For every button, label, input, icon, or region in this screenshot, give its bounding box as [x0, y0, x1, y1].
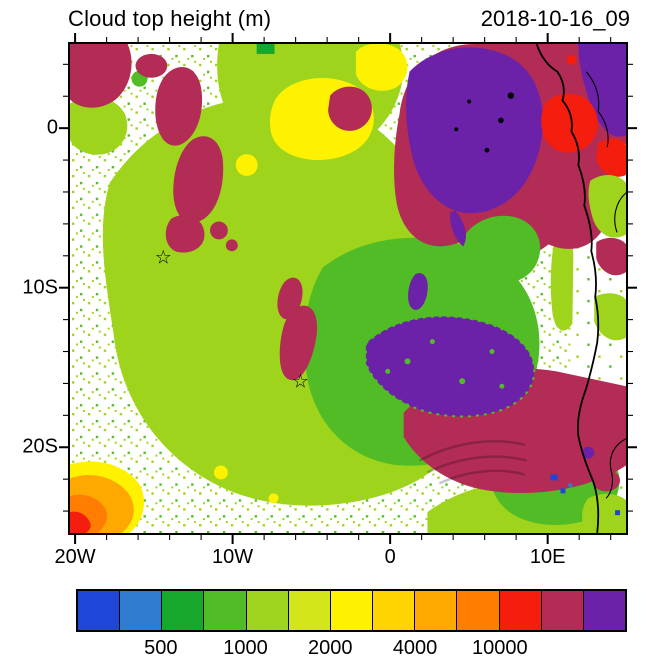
blue-specks — [550, 474, 621, 516]
colorbar-cell — [78, 591, 120, 630]
colorbar-cell — [287, 591, 330, 630]
colorbar-cell — [245, 591, 288, 630]
colorbar-cell — [498, 591, 541, 630]
colorbar-cell — [119, 591, 162, 630]
x-tick-label: 10W — [212, 546, 254, 568]
colorbar-cell — [582, 591, 626, 630]
map-frame — [68, 42, 628, 535]
colorbar-cell — [203, 591, 246, 630]
island-dots — [454, 92, 515, 153]
map-canvas — [70, 44, 626, 533]
station-marker: ☆ — [154, 247, 172, 269]
page-title: Cloud top height (m) — [68, 6, 272, 31]
colorbar-cell — [329, 591, 373, 630]
x-tick-label: 20W — [54, 546, 96, 568]
colorbar-tick-label: 4000 — [392, 637, 438, 659]
colorbar-tick-label: 2000 — [308, 637, 353, 659]
station-marker: ☆ — [291, 371, 309, 393]
colorbar-cell — [540, 591, 583, 630]
country-borders — [585, 71, 626, 499]
x-tick-label: 0 — [384, 546, 396, 568]
purple-region-mottle — [385, 339, 505, 389]
timestamp: 2018-10-16_09 — [480, 6, 630, 31]
region-green-band-ne — [458, 215, 541, 285]
colorbar — [76, 589, 627, 632]
coastline — [535, 44, 600, 533]
colorbar-tick-label: 500 — [144, 637, 178, 659]
region-red-cells — [541, 54, 626, 177]
y-tick-label: 10S — [22, 276, 58, 299]
x-tick-label: 10E — [529, 546, 566, 568]
y-tick-label: 20S — [22, 435, 58, 458]
colorbar-cell — [372, 591, 415, 630]
colorbar-tick-label: 10000 — [472, 637, 528, 659]
colorbar-cell — [414, 591, 457, 630]
maroon-texture-streaks — [418, 440, 528, 485]
y-tick-label: 0 — [46, 116, 58, 139]
colorbar-cell — [456, 591, 499, 630]
region-sw-corner-orange — [70, 461, 145, 533]
region-purple-deep-convection — [364, 44, 626, 459]
colorbar-tick-label: 1000 — [223, 637, 268, 659]
colorbar-cell — [161, 591, 204, 630]
land-patches — [582, 174, 626, 533]
